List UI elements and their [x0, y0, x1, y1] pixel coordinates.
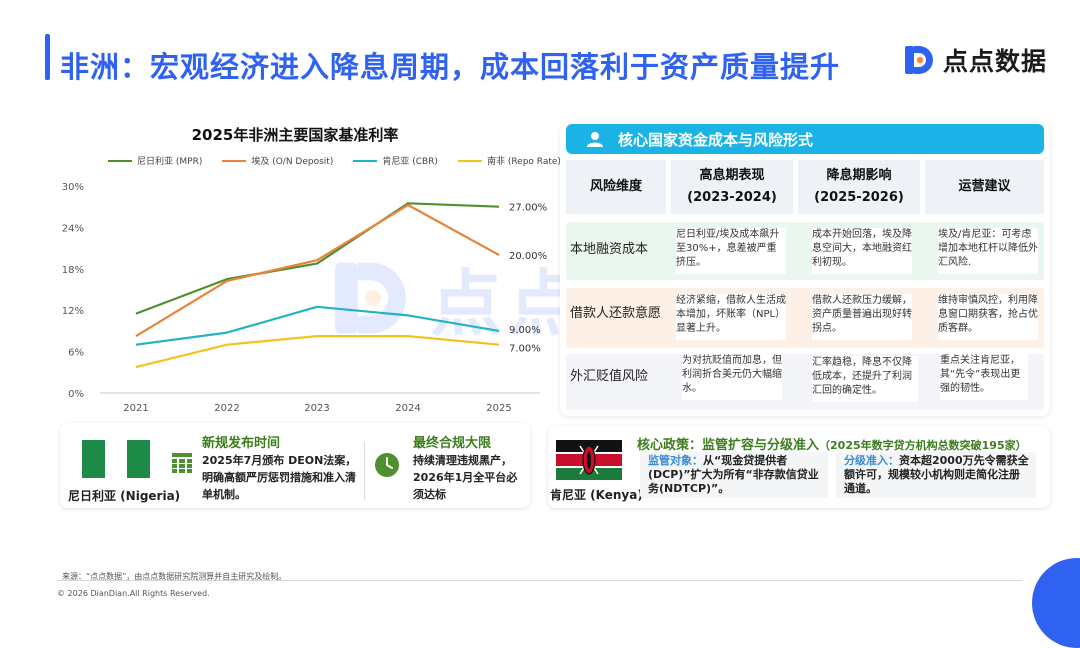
brand-logo: 点点数据: [903, 42, 1047, 78]
copyright: © 2026 DianDian.All Rights Reserved.: [57, 589, 210, 598]
user-icon: [586, 131, 604, 147]
col-header-advice: 运营建议: [925, 160, 1044, 214]
y-tick-label: 0%: [68, 389, 84, 400]
calendar-grid-icon: [172, 453, 192, 473]
table-cell: 借款人还款压力缓解，资产质量普遍出现好转拐点。: [812, 294, 912, 340]
series-line: [136, 336, 499, 367]
col-header-line: (2023-2024): [687, 187, 777, 209]
col-header-line: 高息期表现: [699, 165, 764, 187]
col-header-dimension: 风险维度: [566, 160, 666, 214]
logo-text: 点点数据: [943, 42, 1047, 78]
x-tick-label: 2024: [395, 403, 420, 414]
table-cell: 成本开始回落，埃及降息空间大，本地融资红利初现。: [812, 228, 912, 274]
kenya-country-label: 肯尼亚 (Kenya): [550, 486, 643, 503]
kenya-heading-main: 核心政策：监管扩容与分级准入: [637, 438, 819, 453]
series-end-label: 9.00%: [509, 325, 541, 336]
series-end-label: 7.00%: [509, 344, 541, 355]
row-label: 借款人还款意愿: [570, 288, 666, 334]
row-label: 本地融资成本: [570, 222, 666, 272]
col-header-high-rate: 高息期表现 (2023-2024): [671, 160, 793, 214]
col-header-line: 降息期影响: [826, 165, 891, 187]
kenya-flag-icon: [556, 440, 622, 480]
kenya-item1: 监管对象：从“现金贷提供者(DCP)”扩大为所有“非存款信贷业务(NDTCP)”…: [648, 454, 826, 496]
x-tick-label: 2025: [486, 403, 511, 414]
nigeria-item2-heading: 最终合规大限: [413, 432, 491, 451]
col-header-line: 风险维度: [590, 176, 642, 198]
col-header-line: (2025-2026): [814, 187, 904, 209]
kenya-item2: 分级准入：资本超2000万先令需获全额许可，规模较小机构则走简化注册通道。: [844, 454, 1030, 496]
risk-table-title: 核心国家资金成本与风险形式: [618, 129, 813, 150]
y-tick-label: 30%: [62, 182, 84, 193]
row-label: 外汇贬值风险: [570, 354, 666, 394]
y-tick-label: 12%: [62, 306, 84, 317]
series-line: [136, 203, 499, 313]
table-cell: 埃及/肯尼亚：可考虑增加本地杠杆以降低外汇风险.: [938, 228, 1038, 274]
table-cell: 尼日利亚/埃及成本飙升至30%+，息差被严重挤压。: [676, 228, 786, 274]
kenya-item1-label: 监管对象：: [648, 454, 703, 467]
kenya-heading: 核心政策：监管扩容与分级准入（2025年数字贷方机构总数突破195家）: [637, 434, 1027, 453]
nigeria-item1-body: 2025年7月颁布 DEON法案，明确高额严厉惩罚措施和准入清单机制。: [202, 452, 358, 503]
footer-divider: [57, 580, 1022, 581]
x-tick-label: 2023: [304, 403, 329, 414]
table-cell: 经济紧缩，借款人生活成本增加，坏账率（NPL）显著上升。: [676, 294, 786, 340]
nigeria-item1-heading: 新规发布时间: [202, 432, 280, 451]
nigeria-item2-body: 持续清理违规黑产，2026年1月全平台必须达标: [413, 452, 525, 503]
nigeria-country-label: 尼日利亚 (Nigeria): [68, 487, 180, 504]
table-cell: 重点关注肯尼亚，其“先令”表现出更强的韧性。: [940, 354, 1028, 400]
kenya-heading-note: （2025年数字贷方机构总数突破195家）: [819, 439, 1027, 452]
series-end-label: 20.00%: [509, 251, 547, 262]
clock-icon: [374, 452, 400, 478]
line-chart: 0% 6% 12% 18% 24% 30% 2021 2022 2023 2024 2025 27.0…: [0, 0, 560, 430]
table-cell: 为对抗贬值而加息，但利润折合美元仍大幅缩水。: [682, 354, 782, 400]
logo-mark-icon: [903, 43, 937, 77]
col-header-line: 运营建议: [958, 176, 1010, 198]
x-tick-label: 2022: [214, 403, 239, 414]
y-tick-label: 6%: [68, 348, 84, 359]
col-header-rate-cut: 降息期影响 (2025-2026): [798, 160, 920, 214]
card-divider: [364, 442, 365, 500]
risk-table-header: 核心国家资金成本与风险形式: [566, 124, 1044, 154]
kenya-item2-label: 分级准入：: [844, 454, 899, 467]
y-tick-label: 18%: [62, 265, 84, 276]
y-tick-label: 24%: [62, 223, 84, 234]
nigeria-flag-icon: [82, 440, 150, 478]
series-end-label: 27.00%: [509, 203, 547, 214]
corner-decoration: [1032, 558, 1080, 648]
table-cell: 维持审慎风控，利用降息窗口期获客，抢占优质客群。: [938, 294, 1038, 340]
series-line: [136, 205, 499, 336]
x-tick-label: 2021: [123, 403, 148, 414]
table-cell: 汇率趋稳，降息不仅降低成本，还提升了利润汇回的确定性。: [812, 356, 918, 402]
